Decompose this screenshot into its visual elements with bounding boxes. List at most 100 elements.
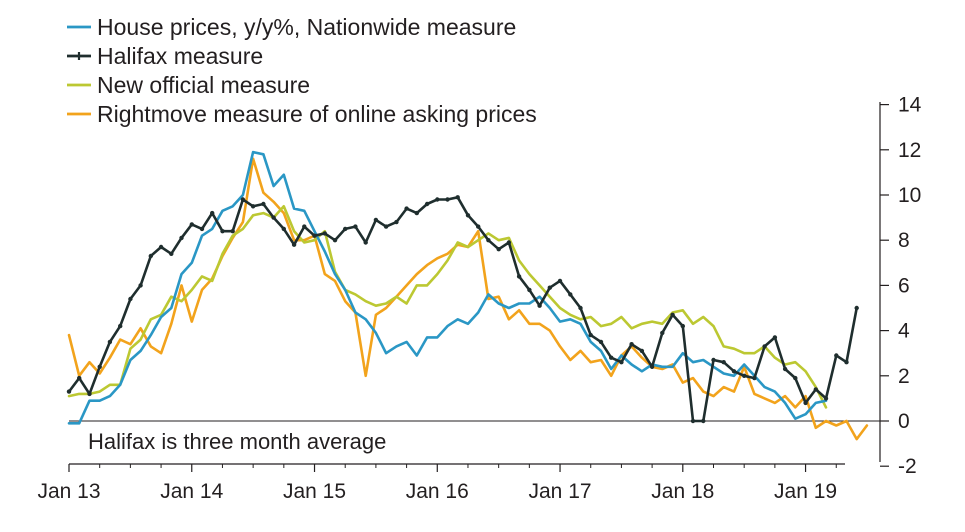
series-point [424, 201, 430, 207]
series-point [731, 369, 737, 374]
series-point [312, 233, 317, 238]
series-point [455, 195, 460, 200]
series-layer [66, 150, 869, 441]
series-point [486, 238, 491, 243]
series-point [619, 360, 624, 365]
series-point [230, 229, 235, 234]
series-point [343, 226, 348, 232]
series-point [844, 360, 849, 365]
series-point [291, 242, 297, 247]
series-point [782, 366, 788, 372]
series-point [158, 244, 164, 250]
series-point [639, 348, 645, 354]
x-tick-label: Jan 18 [651, 480, 714, 503]
series-point [220, 229, 225, 234]
series-point [394, 219, 399, 225]
series-point [169, 251, 174, 256]
series-point [118, 323, 123, 329]
y-tick-label: 2 [898, 365, 910, 388]
series-point [250, 204, 256, 209]
series-point [179, 235, 184, 241]
series-point [240, 197, 246, 202]
legend-label: House prices, y/y%, Nationwide measure [97, 14, 516, 40]
series-point [465, 213, 471, 218]
series-point [721, 360, 726, 365]
series-point [588, 332, 593, 338]
series-point [803, 400, 808, 406]
legend-label: Halifax measure [97, 43, 263, 69]
series-point [271, 215, 276, 220]
series-point [383, 224, 389, 229]
series-point [97, 364, 102, 369]
series-point [302, 224, 307, 229]
series-point [742, 373, 747, 378]
series-line-3 [67, 157, 869, 441]
series-point [281, 226, 286, 232]
chart-annotation: Halifax is three month average [88, 429, 386, 454]
series-point [414, 210, 419, 216]
series-point [762, 344, 767, 349]
series-point [527, 287, 532, 293]
series-point [547, 285, 552, 290]
y-tick-label: 6 [898, 274, 910, 297]
series-point [476, 224, 481, 229]
series-point [189, 222, 194, 227]
series-point [404, 206, 409, 211]
series-point [670, 312, 675, 317]
series-point [823, 396, 829, 401]
series-line-2 [67, 205, 828, 409]
series-point [711, 357, 716, 363]
series-point [557, 278, 563, 284]
y-tick-label: 14 [898, 94, 922, 117]
series-point [373, 217, 379, 223]
series-point [629, 342, 634, 347]
y-tick-label: 10 [898, 184, 921, 207]
series-point [363, 240, 368, 245]
series-point [496, 247, 501, 252]
series-point [261, 201, 266, 207]
series-point [148, 253, 153, 259]
series-point [353, 224, 358, 229]
series-line-0 [67, 150, 828, 425]
series-point [609, 355, 614, 360]
series-point [752, 375, 757, 381]
series-point [568, 292, 573, 297]
series-point [793, 375, 798, 381]
series-point [772, 335, 778, 340]
series-point [77, 375, 82, 381]
legend-label: New official measure [97, 72, 310, 98]
series-point [537, 303, 542, 308]
y-tick-label: 0 [898, 410, 910, 433]
series-point [506, 240, 512, 245]
series-point [660, 330, 665, 336]
series-point [199, 226, 205, 232]
y-tick-label: 12 [898, 139, 921, 162]
series-point [690, 418, 696, 424]
series-point [435, 197, 440, 202]
x-tick-label: Jan 14 [160, 480, 223, 503]
series-point [701, 418, 706, 424]
series-point [107, 339, 113, 345]
x-tick-label: Jan 16 [406, 480, 469, 503]
y-tick-label: -2 [898, 455, 917, 478]
x-tick-label: Jan 13 [37, 480, 100, 503]
series-point [87, 391, 92, 397]
x-tick-label: Jan 19 [774, 480, 837, 503]
series-point [578, 305, 583, 311]
x-tick-label: Jan 15 [283, 480, 346, 503]
legend-label: Rightmove measure of online asking price… [97, 101, 537, 127]
series-point [516, 274, 522, 279]
series-point [680, 323, 685, 329]
legend: House prices, y/y%, Nationwide measure Ha… [67, 14, 537, 127]
series-point [649, 364, 655, 369]
series-point [210, 210, 215, 216]
series-point [322, 231, 327, 236]
series-point [445, 197, 450, 202]
series-point [598, 339, 604, 345]
series-point [854, 305, 859, 311]
series-point [834, 353, 839, 358]
series-point [138, 283, 143, 288]
series-point [332, 238, 338, 243]
series-point [128, 296, 133, 302]
